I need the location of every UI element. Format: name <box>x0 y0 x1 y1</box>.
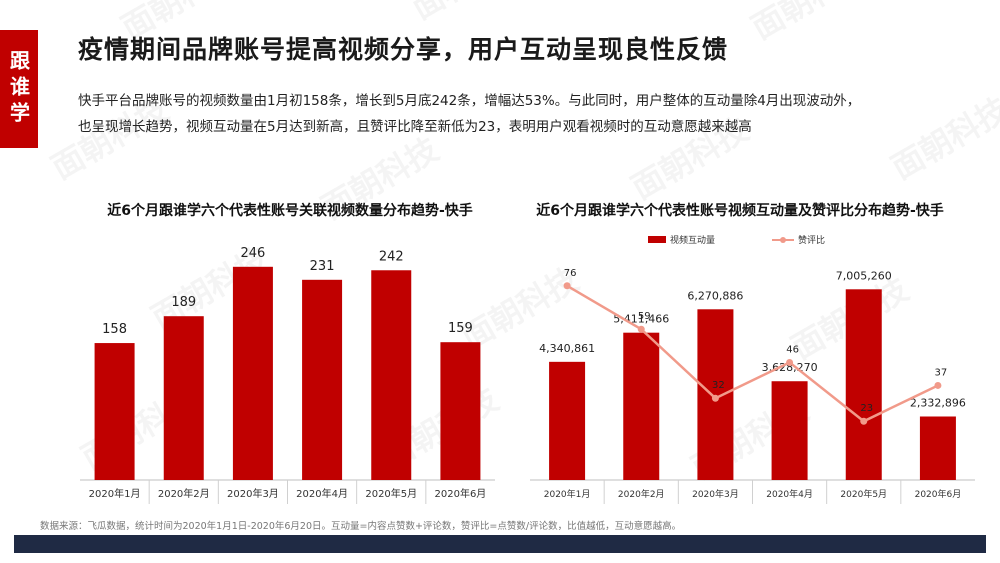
chart2-bar-data-label: 7,005,260 <box>836 269 892 282</box>
description-line-2: 也呈现增长趋势，视频互动量在5月达到新高，且赞评比降至新低为23，表明用户观看视… <box>78 119 752 135</box>
chart1-x-tick-label: 2020年4月 <box>296 487 348 500</box>
watermark-text: 面朝科技 <box>405 0 535 27</box>
chart1-bar <box>371 270 412 480</box>
chart2-line-point <box>934 381 942 389</box>
description-line-1: 快手平台品牌账号的视频数量由1月初158条，增长到5月底242条，增幅达53%。… <box>78 93 861 109</box>
chart2-line-point <box>563 282 571 290</box>
watermark-text: 面朝科技 <box>115 0 245 47</box>
chart2-line-data-label: 76 <box>564 268 577 279</box>
watermark-text: 面朝科技 <box>885 90 1000 187</box>
chart-video-count: 158 2020年1月 189 2020年2月 246 2020年3月 231 2020年4月… <box>80 246 495 504</box>
legend-swatch-marker <box>780 237 786 243</box>
chart2-line-point <box>637 325 645 333</box>
chart1-bar <box>163 316 204 480</box>
chart2-bar <box>549 361 586 480</box>
watermark-text: 面朝科技 <box>745 0 875 47</box>
chart1-data-label: 242 <box>379 249 404 264</box>
chart2-line-data-label: 59 <box>638 311 651 322</box>
description: 快手平台品牌账号的视频数量由1月初158条，增长到5月底242条，增幅达53%。… <box>78 88 958 140</box>
watermark-text: 面朝科技 <box>45 90 175 187</box>
page-headline: 疫情期间品牌账号提高视频分享，用户互动呈现良性反馈 <box>78 35 729 64</box>
bottom-bar <box>14 535 986 553</box>
chart2-line <box>566 284 939 423</box>
chart1-data-label: 231 <box>310 259 335 274</box>
chart1-bar <box>232 266 273 480</box>
chart1-data-label: 159 <box>448 321 473 336</box>
chart2-x-tick-label: 2020年1月 <box>544 488 591 500</box>
chart2-bar <box>919 416 956 480</box>
chart2-x-tick-label: 2020年2月 <box>618 488 665 500</box>
chart2-line-point <box>860 417 868 425</box>
chart2-x-tick-label: 2020年4月 <box>766 488 813 500</box>
chart2-line-point <box>711 394 719 402</box>
chart1-x-tick-label: 2020年6月 <box>435 487 487 500</box>
chart1-title: 近6个月跟谁学六个代表性账号关联视频数量分布趋势-快手 <box>107 203 473 219</box>
chart2-line-data-label: 23 <box>860 403 873 414</box>
chart2-line-data-label: 46 <box>786 344 799 355</box>
chart1-bar <box>94 343 135 480</box>
chart1-data-label: 189 <box>171 295 196 310</box>
side-tag: 跟谁学 <box>0 30 38 148</box>
chart2-legend: 视频互动量 赞评比 <box>648 234 825 246</box>
legend-label-bar: 视频互动量 <box>670 234 715 246</box>
chart2-bar <box>697 309 734 480</box>
watermark-text: 面朝科技 <box>625 110 755 207</box>
chart2-bar-data-label: 3,628,270 <box>762 361 818 374</box>
chart2-title: 近6个月跟谁学六个代表性账号视频互动量及赞评比分布趋势-快手 <box>536 203 944 219</box>
chart2-x-tick-label: 2020年3月 <box>692 488 739 500</box>
chart2-x-tick-label: 2020年6月 <box>915 488 962 500</box>
chart2-line-point <box>786 358 794 366</box>
chart2-x-tick-label: 2020年5月 <box>840 488 887 500</box>
chart1-bar <box>440 342 481 480</box>
side-tag-label: 跟谁学 <box>6 50 31 128</box>
chart2-line-data-label: 32 <box>712 380 725 391</box>
chart1-data-label: 158 <box>102 322 127 337</box>
chart1-x-tick-label: 2020年5月 <box>365 487 417 500</box>
chart2-line-data-label: 37 <box>935 367 948 378</box>
chart1-x-tick-label: 2020年3月 <box>227 487 279 500</box>
chart1-x-tick-label: 2020年2月 <box>158 487 210 500</box>
chart2-bar-data-label: 6,270,886 <box>687 289 743 302</box>
legend-swatch-bar <box>648 236 666 243</box>
chart2-bar <box>623 332 660 480</box>
chart1-data-label: 246 <box>241 246 266 261</box>
chart1-x-tick-label: 2020年1月 <box>89 487 141 500</box>
chart2-bar-data-label: 2,332,896 <box>910 396 966 409</box>
chart2-bar <box>845 289 882 480</box>
legend-label-line: 赞评比 <box>798 234 825 246</box>
chart1-bar <box>302 279 343 480</box>
chart2-bar-data-label: 4,340,861 <box>539 342 595 355</box>
footer-note: 数据来源：飞瓜数据，统计时间为2020年1月1日-2020年6月20日。互动量=… <box>40 521 682 532</box>
chart2-bar <box>771 381 808 480</box>
chart-interaction: 视频互动量 赞评比4,340,8612020年1月5,411,4662020年2月… <box>530 234 975 504</box>
